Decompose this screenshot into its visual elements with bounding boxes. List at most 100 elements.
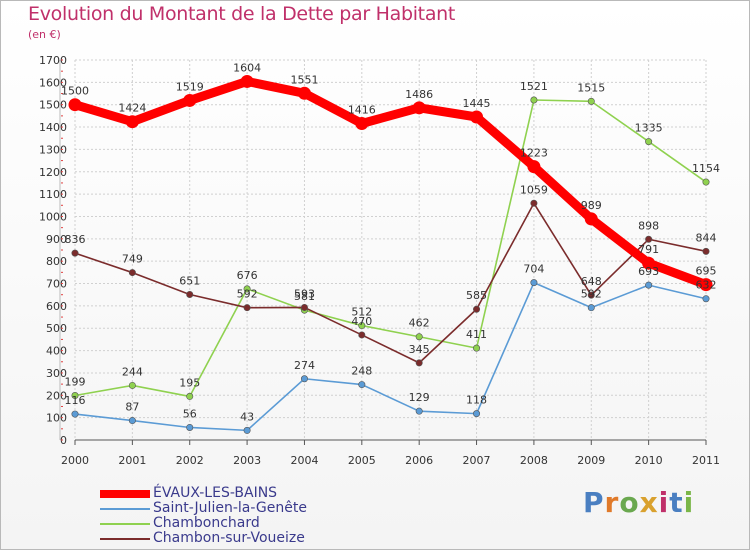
- x-tick-label: 2009: [577, 454, 605, 467]
- data-point: [415, 359, 423, 367]
- data-point: [68, 98, 82, 112]
- data-label: 989: [581, 199, 602, 212]
- x-tick-label: 2008: [520, 454, 548, 467]
- y-tick-label: 300: [46, 367, 67, 380]
- data-label: 1445: [463, 97, 491, 110]
- data-point: [530, 279, 538, 287]
- data-labels: 116 87 56 43 274 248 129 118 704 592 693 632 199 244 1…: [61, 61, 720, 423]
- chart-title: Evolution du Montant de la Dette par Hab…: [28, 3, 456, 25]
- data-label: 791: [638, 243, 659, 256]
- data-point: [587, 304, 595, 312]
- legend-item: Chambonchard: [100, 516, 307, 531]
- data-point: [470, 110, 484, 124]
- data-point: [71, 392, 79, 400]
- series-line-2: [74, 99, 707, 398]
- data-point: [358, 381, 366, 389]
- data-label: 836: [65, 233, 86, 246]
- data-label: 199: [65, 376, 86, 389]
- data-point: [587, 97, 595, 105]
- logo-letter: o: [619, 486, 640, 519]
- data-label: 195: [179, 376, 200, 389]
- data-point: [473, 344, 481, 352]
- data-point: [530, 199, 538, 207]
- data-point: [186, 423, 194, 431]
- data-label: 632: [696, 279, 717, 292]
- data-label: 1519: [176, 80, 204, 93]
- data-label: 1604: [233, 61, 261, 74]
- data-label: 244: [122, 365, 143, 378]
- data-point: [530, 96, 538, 104]
- data-label: 129: [409, 391, 430, 404]
- data-label: 844: [696, 231, 717, 244]
- data-label: 345: [409, 343, 430, 356]
- data-label: 1416: [348, 103, 376, 116]
- y-tick-label: 400: [46, 345, 67, 358]
- data-label: 1335: [635, 122, 663, 135]
- data-point: [587, 291, 595, 299]
- unit-label: (en €): [28, 28, 61, 41]
- data-label: 704: [523, 263, 544, 276]
- data-point: [645, 281, 653, 289]
- series-line-0: [70, 76, 711, 290]
- legend-swatch: [100, 522, 150, 525]
- data-label: 585: [466, 289, 487, 302]
- data-label: 749: [122, 253, 143, 266]
- y-tick-label: 800: [46, 255, 67, 268]
- data-label: 676: [237, 269, 258, 282]
- data-point: [71, 249, 79, 257]
- x-tick-label: 2004: [290, 454, 318, 467]
- logo-letter: i: [683, 486, 695, 519]
- data-point: [645, 235, 653, 243]
- data-point: [415, 333, 423, 341]
- data-label: 693: [638, 265, 659, 278]
- logo-letter: t: [669, 486, 684, 519]
- data-point: [128, 269, 136, 277]
- x-tick-label: 2011: [692, 454, 720, 467]
- data-point: [300, 303, 308, 311]
- data-point: [584, 212, 598, 226]
- data-point: [243, 426, 251, 434]
- data-point: [415, 407, 423, 415]
- data-label: 1521: [520, 80, 548, 93]
- data-point: [473, 305, 481, 313]
- data-label: 87: [125, 401, 139, 414]
- data-label: 512: [351, 306, 372, 319]
- legend-item: ÉVAUX-LES-BAINS: [100, 486, 307, 501]
- data-point: [702, 178, 710, 186]
- legend-label: Saint-Julien-la-Genête: [153, 500, 307, 516]
- data-point: [358, 322, 366, 330]
- x-tick-label: 2003: [233, 454, 261, 467]
- y-tick-label: 500: [46, 322, 67, 335]
- data-point: [243, 304, 251, 312]
- data-point: [186, 392, 194, 400]
- y-tick-label: 100: [46, 412, 67, 425]
- data-label: 898: [638, 219, 659, 232]
- data-point: [300, 375, 308, 383]
- data-label: 1059: [520, 183, 548, 196]
- data-label: 248: [351, 365, 372, 378]
- data-label: 651: [179, 274, 200, 287]
- y-tick-label: 0: [60, 434, 67, 447]
- data-point: [642, 256, 656, 270]
- proxiti-logo: Proxiti: [583, 486, 694, 519]
- data-point: [183, 93, 197, 107]
- y-tick-label: 900: [46, 233, 67, 246]
- x-tick-label: 2005: [348, 454, 376, 467]
- axes: 0100200300400500600700800900100011001200…: [39, 54, 720, 467]
- y-tick-label: 600: [46, 300, 67, 313]
- x-tick-label: 2010: [635, 454, 663, 467]
- legend-label: Chambon-sur-Voueize: [153, 530, 305, 546]
- data-label: 56: [183, 407, 197, 420]
- data-label: 592: [237, 288, 258, 301]
- legend-swatch: [100, 507, 150, 510]
- data-label: 695: [696, 265, 717, 278]
- data-label: 116: [65, 394, 86, 407]
- x-tick-label: 2001: [118, 454, 146, 467]
- legend-item: Saint-Julien-la-Genête: [100, 501, 307, 516]
- data-point: [412, 101, 426, 115]
- x-tick-label: 2000: [61, 454, 89, 467]
- data-point: [128, 417, 136, 425]
- data-label: 1551: [290, 73, 318, 86]
- y-tick-label: 700: [46, 278, 67, 291]
- data-point: [702, 247, 710, 255]
